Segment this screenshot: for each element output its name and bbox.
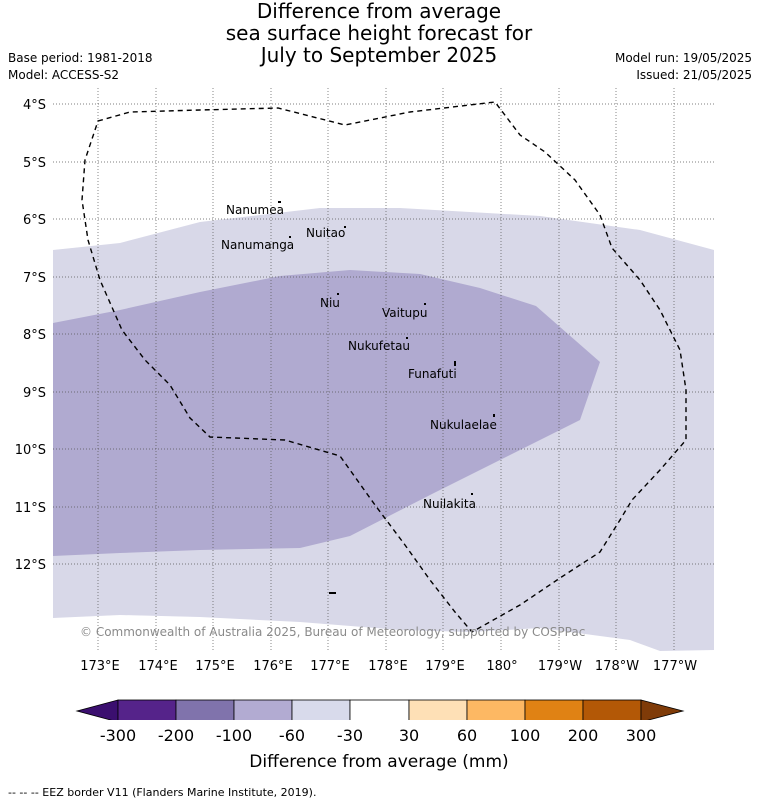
lon-label: 178°W — [595, 659, 639, 674]
lon-label: 177°W — [653, 659, 697, 674]
colorbar-tick: -60 — [278, 726, 306, 745]
lon-label: 180° — [486, 659, 517, 674]
lat-label: 4°S — [23, 98, 46, 113]
title-line-3: July to September 2025 — [260, 43, 498, 67]
place-nanumea: Nanumea — [226, 203, 284, 217]
title-line-2: sea surface height forecast for — [225, 21, 533, 45]
latitude-labels: 4°S 5°S 6°S 7°S 8°S 9°S 10°S 11°S 12°S — [15, 98, 46, 573]
colorbar-tick: 30 — [398, 726, 420, 745]
lat-label: 8°S — [23, 328, 46, 343]
lon-label: 173°E — [80, 659, 120, 674]
lat-label: 9°S — [23, 386, 46, 401]
place-nukufetau: Nukufetau — [348, 339, 410, 353]
colorbar-segment — [524, 699, 584, 720]
colorbar-segment — [117, 699, 177, 720]
lon-label: 179°E — [425, 659, 465, 674]
place-nuilakita: Nuilakita — [423, 497, 476, 511]
colorbar-tick: -30 — [336, 726, 364, 745]
colorbar-segment — [291, 699, 351, 720]
place-niu: Niu — [320, 296, 340, 310]
meta-right: Model run: 19/05/2025 Issued: 21/05/2025 — [615, 50, 752, 84]
map-svg: Nanumea Nuitao Nanumanga Niu Vaitupu Nuk… — [15, 88, 714, 720]
eez-footnote: -- -- -- EEZ border V11 (Flanders Marine… — [8, 786, 317, 799]
colorbar-min-extend — [75, 699, 119, 720]
chart-title: Difference from average sea surface heig… — [0, 0, 758, 66]
lon-label: 179°W — [538, 659, 582, 674]
colorbar-segment — [233, 699, 293, 720]
eez-border — [81, 101, 687, 633]
colorbar-tick: 100 — [509, 726, 541, 745]
colorbar-segment — [582, 699, 642, 720]
gridlines — [53, 88, 714, 650]
copyright-credit: © Commonwealth of Australia 2025, Bureau… — [80, 625, 585, 639]
lon-label: 178°E — [368, 659, 408, 674]
anomaly-mid-band — [53, 270, 600, 556]
place-vaitupu: Vaitupu — [382, 306, 428, 320]
issued-date: Issued: 21/05/2025 — [636, 68, 752, 82]
title-line-1: Difference from average — [256, 0, 502, 23]
colorbar-segment — [349, 699, 410, 720]
lat-label: 6°S — [23, 213, 46, 228]
lon-label: 177°E — [310, 659, 350, 674]
lon-label: 175°E — [195, 659, 235, 674]
colorbar-max-extend — [640, 699, 685, 720]
place-nukulaelae: Nukulaelae — [430, 418, 497, 432]
colorbar-tick: -200 — [157, 726, 195, 745]
lat-label: 5°S — [23, 156, 46, 171]
lat-label: 11°S — [15, 501, 46, 516]
lon-label: 176°E — [253, 659, 293, 674]
colorbar-segment — [466, 699, 526, 720]
colorbar-tick: -300 — [99, 726, 137, 745]
colorbar-tick: -100 — [215, 726, 253, 745]
colorbar-segment — [408, 699, 468, 720]
longitude-labels: 173°E 174°E 175°E 176°E 177°E 178°E 179°… — [80, 659, 697, 674]
islands — [278, 201, 495, 594]
colorbar-label: Difference from average (mm) — [249, 752, 509, 772]
lat-label: 12°S — [15, 558, 46, 573]
colorbar-tick: 60 — [456, 726, 478, 745]
lat-label: 10°S — [15, 443, 46, 458]
colorbar-segment — [175, 699, 235, 720]
colorbar-tick: 300 — [625, 726, 657, 745]
lon-label: 174°E — [138, 659, 178, 674]
colorbar-tick: 200 — [567, 726, 599, 745]
model-name: Model: ACCESS-S2 — [8, 68, 120, 82]
place-nuitao: Nuitao — [306, 226, 345, 240]
model-run: Model run: 19/05/2025 — [614, 51, 752, 65]
meta-left: Base period: 1981-2018 Model: ACCESS-S2 — [8, 50, 153, 84]
lat-label: 7°S — [23, 271, 46, 286]
place-labels: Nanumea Nuitao Nanumanga Niu Vaitupu Nuk… — [221, 203, 497, 511]
place-funafuti: Funafuti — [408, 367, 457, 381]
place-nanumanga: Nanumanga — [221, 238, 294, 252]
colorbar — [75, 699, 685, 720]
base-period: Base period: 1981-2018 — [8, 51, 153, 65]
